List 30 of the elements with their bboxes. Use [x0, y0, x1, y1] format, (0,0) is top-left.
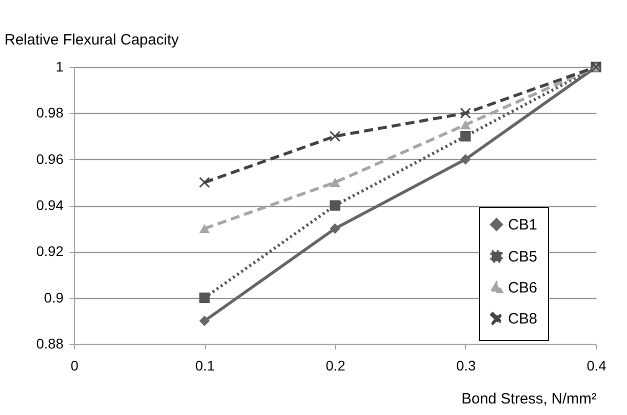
x-tick-label: 0 — [70, 358, 79, 374]
y-tick-label: 0.9 — [44, 289, 64, 306]
y-tick-label: 0.88 — [36, 336, 64, 352]
y-tick-label: 0.96 — [36, 150, 64, 167]
point — [460, 120, 471, 130]
point — [460, 108, 471, 118]
legend-label: CB5 — [508, 248, 538, 266]
y-tick-label: 0.94 — [36, 197, 64, 213]
x-tick-label: 0.3 — [456, 358, 476, 374]
y-axis-title: Relative Flexural Capacity — [4, 32, 180, 48]
legend-label: CB6 — [508, 280, 538, 296]
y-tick-label: 1 — [56, 58, 64, 74]
legend-label: CB8 — [508, 310, 538, 328]
y-tick-label: 0.92 — [36, 243, 64, 260]
y-tick-label: 0.98 — [36, 104, 64, 121]
point — [330, 223, 340, 234]
x-tick-label: 0.1 — [195, 358, 215, 374]
point — [199, 224, 210, 234]
point — [199, 316, 210, 326]
legend-label: CB1 — [508, 216, 538, 234]
point — [460, 131, 471, 142]
point — [199, 292, 210, 304]
point — [330, 200, 340, 211]
point — [460, 154, 471, 165]
x-tick-label: 0.4 — [586, 358, 606, 374]
point — [199, 177, 210, 188]
x-axis-title: Bond Stress, N/mm² — [461, 390, 597, 408]
x-tick-label: 0.2 — [326, 358, 346, 374]
point — [330, 178, 340, 187]
point — [330, 131, 340, 142]
